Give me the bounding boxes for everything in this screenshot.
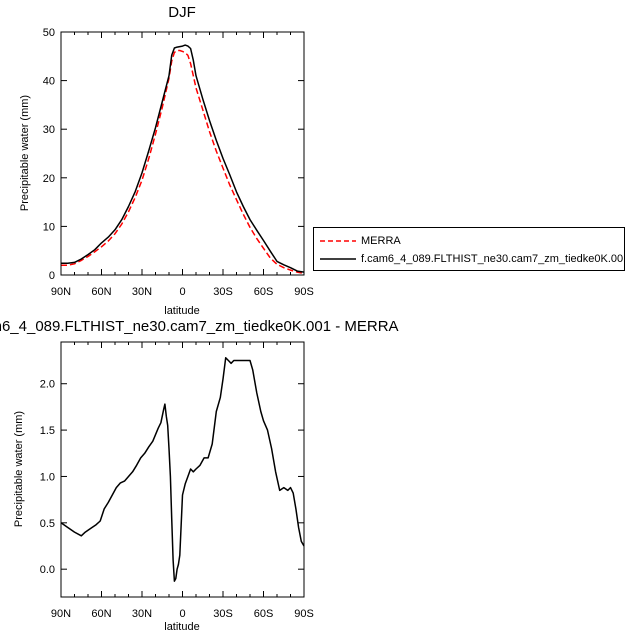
- top-title: DJF: [168, 4, 196, 21]
- x-tick-label: 30S: [213, 286, 233, 298]
- x-tick-label: 90S: [294, 286, 314, 298]
- x-tick-label: 0: [179, 286, 185, 298]
- y-tick-label: 1.0: [40, 471, 55, 483]
- x-tick-label: 90S: [294, 608, 314, 620]
- y-tick-label: 40: [43, 76, 55, 88]
- y-tick-label: 1.5: [40, 425, 55, 437]
- series-line-merra: [61, 49, 305, 275]
- x-tick-label: 30S: [213, 608, 233, 620]
- x-tick-label: 60N: [91, 608, 111, 620]
- legend-swatch-merra: [320, 240, 356, 242]
- legend-item-merra: MERRA: [318, 232, 401, 250]
- x-tick-label: 0: [179, 608, 185, 620]
- x-tick-label: 60S: [254, 608, 274, 620]
- x-tick-label: 30N: [132, 286, 152, 298]
- legend-swatch-model: [320, 258, 356, 260]
- panel-bottom: m6_4_089.FLTHIST_ne30.cam7_zm_tiedke0K.0…: [0, 318, 399, 633]
- top-xlabel: latitude: [164, 305, 199, 317]
- y-tick-label: 10: [43, 221, 55, 233]
- legend-label-model: f.cam6_4_089.FLTHIST_ne30.cam7_zm_tiedke…: [361, 253, 625, 265]
- bottom-xlabel: latitude: [164, 621, 199, 633]
- series-line-difference: [60, 357, 305, 582]
- y-tick-label: 30: [43, 124, 55, 136]
- legend-label-merra: MERRA: [361, 235, 401, 247]
- panel-top: DJF Precipitable water (mm) latitude 90N…: [19, 4, 314, 317]
- x-tick-label: 30N: [132, 608, 152, 620]
- y-tick-label: 0.0: [40, 564, 55, 576]
- bottom-plot-frame: [60, 341, 305, 598]
- y-tick-label: 0: [49, 270, 55, 282]
- x-tick-label: 60S: [254, 286, 274, 298]
- y-tick-label: 0.5: [40, 518, 55, 530]
- legend-item-model: f.cam6_4_089.FLTHIST_ne30.cam7_zm_tiedke…: [318, 250, 625, 268]
- bottom-title: m6_4_089.FLTHIST_ne30.cam7_zm_tiedke0K.0…: [0, 318, 399, 335]
- top-plot-frame: [60, 31, 305, 276]
- top-plot-area: 90N 60N 30N 0 30S 60S 90S 0 10 20 30 40 50: [43, 27, 314, 298]
- y-tick-label: 50: [43, 27, 55, 39]
- x-tick-label: 60N: [91, 286, 111, 298]
- bottom-ylabel: Precipitable water (mm): [13, 411, 25, 527]
- y-tick-label: 2.0: [40, 379, 55, 391]
- x-tick-label: 90N: [51, 286, 71, 298]
- series-line-model: [61, 44, 305, 273]
- legend: MERRA f.cam6_4_089.FLTHIST_ne30.cam7_zm_…: [313, 227, 625, 271]
- x-tick-label: 90N: [51, 608, 71, 620]
- top-ylabel: Precipitable water (mm): [19, 95, 31, 211]
- y-tick-label: 20: [43, 173, 55, 185]
- bottom-plot-area: 90N 60N 30N 0 30S 60S 90S 0.0 0.5 1.0 1.5 2.0: [40, 342, 314, 620]
